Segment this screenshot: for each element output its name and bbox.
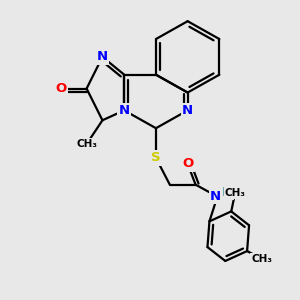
Text: N: N xyxy=(210,190,221,203)
Text: CH₃: CH₃ xyxy=(76,139,97,149)
Text: N: N xyxy=(182,104,193,117)
Text: S: S xyxy=(151,152,161,164)
Text: H: H xyxy=(222,186,232,199)
Text: CH₃: CH₃ xyxy=(251,254,272,264)
Text: N: N xyxy=(119,104,130,117)
Text: O: O xyxy=(55,82,67,95)
Text: CH₃: CH₃ xyxy=(225,188,246,198)
Text: O: O xyxy=(182,158,193,170)
Text: N: N xyxy=(97,50,108,63)
